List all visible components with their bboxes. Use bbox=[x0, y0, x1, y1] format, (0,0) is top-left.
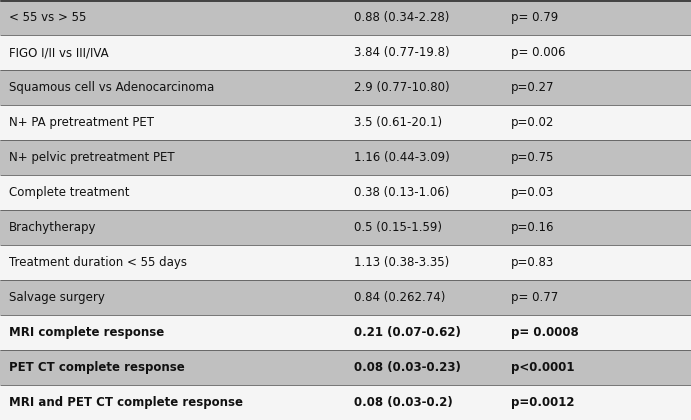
Bar bbox=[0, 140, 691, 175]
Bar bbox=[0, 70, 691, 105]
Text: 0.08 (0.03-0.23): 0.08 (0.03-0.23) bbox=[354, 361, 462, 374]
Bar bbox=[0, 245, 691, 280]
Text: p= 0.79: p= 0.79 bbox=[511, 11, 558, 24]
Bar bbox=[0, 315, 691, 350]
Text: 3.5 (0.61-20.1): 3.5 (0.61-20.1) bbox=[354, 116, 443, 129]
Text: Complete treatment: Complete treatment bbox=[9, 186, 129, 199]
Text: FIGO I/II vs III/IVA: FIGO I/II vs III/IVA bbox=[9, 46, 108, 59]
Text: 1.13 (0.38-3.35): 1.13 (0.38-3.35) bbox=[354, 256, 450, 269]
Text: Brachytherapy: Brachytherapy bbox=[9, 221, 97, 234]
Text: p=0.16: p=0.16 bbox=[511, 221, 555, 234]
Bar bbox=[0, 280, 691, 315]
Text: p= 0.77: p= 0.77 bbox=[511, 291, 558, 304]
Text: MRI complete response: MRI complete response bbox=[9, 326, 164, 339]
Bar bbox=[0, 350, 691, 385]
Bar bbox=[0, 385, 691, 420]
Text: MRI and PET CT complete response: MRI and PET CT complete response bbox=[9, 396, 243, 409]
Text: 0.08 (0.03-0.2): 0.08 (0.03-0.2) bbox=[354, 396, 453, 409]
Text: 3.84 (0.77-19.8): 3.84 (0.77-19.8) bbox=[354, 46, 450, 59]
Text: p=0.83: p=0.83 bbox=[511, 256, 555, 269]
Text: Salvage surgery: Salvage surgery bbox=[9, 291, 105, 304]
Text: p<0.0001: p<0.0001 bbox=[511, 361, 575, 374]
Bar bbox=[0, 175, 691, 210]
Bar bbox=[0, 210, 691, 245]
Text: N+ pelvic pretreatment PET: N+ pelvic pretreatment PET bbox=[9, 151, 175, 164]
Text: PET CT complete response: PET CT complete response bbox=[9, 361, 184, 374]
Text: 1.16 (0.44-3.09): 1.16 (0.44-3.09) bbox=[354, 151, 451, 164]
Text: p=0.03: p=0.03 bbox=[511, 186, 555, 199]
Text: p= 0.0008: p= 0.0008 bbox=[511, 326, 579, 339]
Text: 0.21 (0.07-0.62): 0.21 (0.07-0.62) bbox=[354, 326, 462, 339]
Text: 0.5 (0.15-1.59): 0.5 (0.15-1.59) bbox=[354, 221, 442, 234]
Text: Treatment duration < 55 days: Treatment duration < 55 days bbox=[9, 256, 187, 269]
Text: p=0.02: p=0.02 bbox=[511, 116, 555, 129]
Text: p=0.0012: p=0.0012 bbox=[511, 396, 575, 409]
Bar bbox=[0, 35, 691, 70]
Text: N+ PA pretreatment PET: N+ PA pretreatment PET bbox=[9, 116, 154, 129]
Text: 0.84 (0.262.74): 0.84 (0.262.74) bbox=[354, 291, 446, 304]
Text: 0.88 (0.34-2.28): 0.88 (0.34-2.28) bbox=[354, 11, 450, 24]
Bar bbox=[0, 0, 691, 35]
Text: < 55 vs > 55: < 55 vs > 55 bbox=[9, 11, 86, 24]
Text: 0.38 (0.13-1.06): 0.38 (0.13-1.06) bbox=[354, 186, 450, 199]
Text: p= 0.006: p= 0.006 bbox=[511, 46, 566, 59]
Bar bbox=[0, 105, 691, 140]
Text: p=0.27: p=0.27 bbox=[511, 81, 555, 94]
Text: p=0.75: p=0.75 bbox=[511, 151, 555, 164]
Text: Squamous cell vs Adenocarcinoma: Squamous cell vs Adenocarcinoma bbox=[9, 81, 214, 94]
Text: 2.9 (0.77-10.80): 2.9 (0.77-10.80) bbox=[354, 81, 450, 94]
